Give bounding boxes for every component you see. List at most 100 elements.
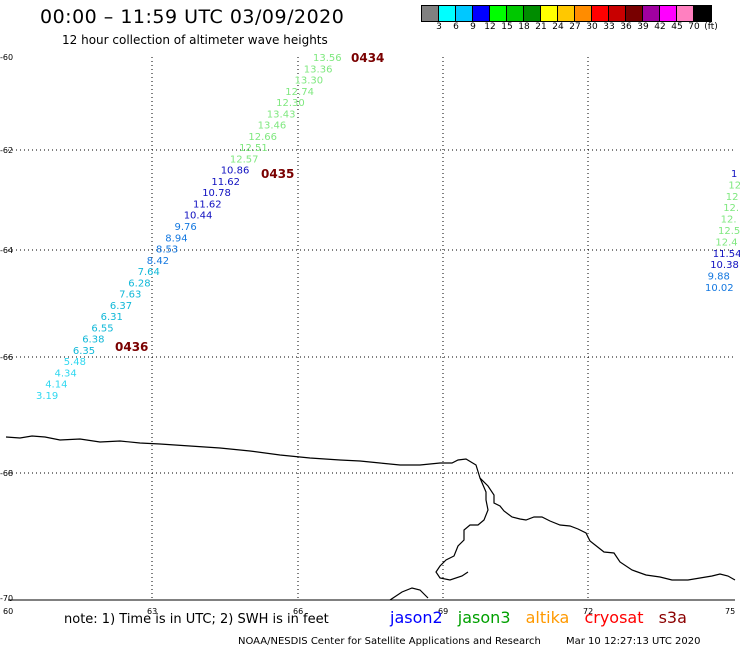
track-b-swh-value: 12 (726, 192, 739, 203)
latitude-label: -66 (0, 353, 13, 362)
color-swatch (490, 6, 507, 21)
map-title: 00:00 – 11:59 UTC 03/09/2020 (40, 6, 345, 28)
track-a-swh-value: 12.66 (248, 132, 277, 143)
color-scale-bar (421, 5, 712, 22)
track-a-swh-value: 12.30 (276, 98, 305, 109)
color-swatch (524, 6, 541, 21)
latitude-label: -60 (0, 53, 13, 62)
color-scale-label: 36 (620, 22, 632, 32)
color-swatch (507, 6, 524, 21)
longitude-label: 72 (583, 607, 593, 616)
color-swatch (677, 6, 694, 21)
color-scale-label: 24 (552, 22, 564, 32)
color-scale-label: 33 (603, 22, 615, 32)
track-a-swh-value: 6.31 (101, 312, 123, 323)
longitude-label: 66 (293, 607, 303, 616)
color-scale-label: 45 (671, 22, 683, 32)
track-b-swh-value: 11.54 (713, 249, 740, 260)
latitude-label: -64 (0, 246, 13, 255)
color-swatch (609, 6, 626, 21)
coastline-main (5, 435, 736, 581)
color-swatch (660, 6, 677, 21)
track-a-swh-value: 9.76 (175, 222, 197, 233)
color-scale-label: 27 (569, 22, 581, 32)
track-b-swh-value: 12.4 (715, 237, 737, 248)
color-swatch (422, 6, 439, 21)
track-a-swh-value: 13.30 (295, 76, 324, 87)
satellite-altika: altika (525, 608, 570, 627)
track-a-swh-value: 12.74 (285, 87, 314, 98)
track-a-swh-value: 11.62 (193, 200, 222, 211)
satellite-s3a: s3a (658, 608, 687, 627)
track-b-swh-value: 12.5 (718, 226, 740, 237)
color-scale-label: 39 (637, 22, 649, 32)
latitude-label: -62 (0, 146, 13, 155)
longitude-label: 60 (3, 607, 13, 616)
color-swatch (456, 6, 473, 21)
pass-labels: 0434 0435 0436 (115, 51, 384, 354)
color-swatch (626, 6, 643, 21)
pass-label: 0435 (261, 167, 294, 181)
track-a-swh-value: 6.38 (82, 335, 104, 346)
color-swatch (575, 6, 592, 21)
longitude-label: 69 (438, 607, 448, 616)
footer-note: note: 1) Time is in UTC; 2) SWH is in fe… (64, 612, 329, 627)
color-swatch (439, 6, 456, 21)
color-swatch (473, 6, 490, 21)
color-scale-label: (ft) (704, 22, 718, 32)
color-scale-label: 18 (518, 22, 530, 32)
track-a-swh-value: 7.63 (119, 290, 141, 301)
track-a-swh-value: 6.37 (110, 301, 132, 312)
color-swatch (558, 6, 575, 21)
track-a-swh-value: 8.53 (156, 245, 178, 256)
track-b-swh-value: 10.38 (710, 260, 739, 271)
track-a-swh-value: 13.43 (267, 109, 296, 120)
color-scale-label: 42 (654, 22, 666, 32)
latitude-label: -70 (0, 594, 13, 603)
color-scale-label: 3 (436, 22, 442, 32)
color-swatch (643, 6, 660, 21)
track-a-swh-value: 11.62 (211, 177, 240, 188)
color-scale-label: 15 (501, 22, 513, 32)
track-a-swh-value: 13.46 (258, 121, 287, 132)
color-scale-label: 70 (688, 22, 700, 32)
antarctic-coastline (5, 435, 736, 601)
color-scale-label: 30 (586, 22, 598, 32)
satellite-legend: jason2 jason3 altika cryosat s3a (390, 608, 697, 627)
track-b-swh-value: 1 (731, 169, 737, 180)
track-a-swh-value: 4.34 (55, 369, 77, 380)
track-a-swh-value: 3.19 (36, 391, 58, 402)
track-a-swh-value: 10.44 (184, 211, 213, 222)
pass-label: 0434 (351, 51, 384, 65)
track-a-swh-value: 12.51 (239, 143, 268, 154)
track-a-swh-value: 8.42 (147, 256, 169, 267)
color-scale-label: 6 (453, 22, 459, 32)
track-a-swh-value: 4.14 (45, 380, 67, 391)
coastline-bottom (389, 587, 429, 601)
latitude-label: -68 (0, 469, 13, 478)
coastline-inlet (435, 477, 489, 581)
pass-label: 0436 (115, 340, 148, 354)
color-swatch (694, 6, 711, 21)
map-subtitle: 12 hour collection of altimeter wave hei… (62, 33, 328, 47)
satellite-cryosat: cryosat (584, 608, 644, 627)
track-a-swh-value: 8.94 (165, 233, 187, 244)
track-b-swh-value: 9.88 (708, 272, 730, 283)
color-scale-label: 9 (470, 22, 476, 32)
track-b-swh-value: 12. (721, 215, 737, 226)
longitude-label: 63 (147, 607, 157, 616)
track-a-swh-value: 12.57 (230, 154, 259, 165)
longitude-label: 75 (725, 607, 735, 616)
color-swatch (541, 6, 558, 21)
generated-timestamp: Mar 10 12:27:13 UTC 2020 (566, 636, 701, 647)
color-swatch (592, 6, 609, 21)
map-grid: -60 -62 -64 -66 -68 -70 60 63 66 69 72 75 (0, 53, 735, 616)
color-scale-labels: 3 6 9 12 15 18 21 24 27 30 33 36 39 42 45 70 (ft) (0, 22, 740, 34)
credit-line: NOAA/NESDIS Center for Satellite Applica… (238, 636, 541, 647)
track-a-swh-value: 6.35 (73, 346, 95, 357)
track-b-swh-value: 12. (723, 203, 739, 214)
track-a-swh-value: 6.28 (128, 278, 150, 289)
satellite-jason3: jason3 (457, 608, 511, 627)
satellite-jason2: jason2 (390, 608, 443, 627)
